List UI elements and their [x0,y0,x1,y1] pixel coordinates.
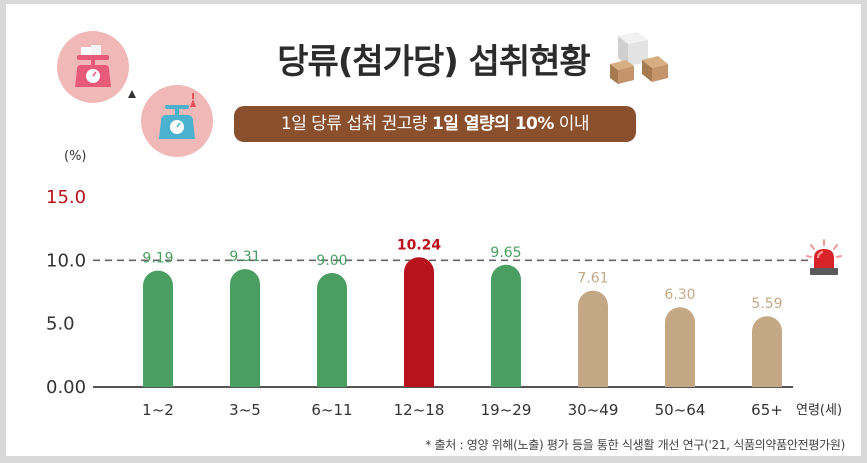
y-tick-label: 5.0 [46,314,75,335]
x-tick-label: 50~64 [655,401,706,419]
value-label: 5.59 [751,296,782,312]
value-label: 7.61 [577,271,608,287]
bar-19~29 [491,264,521,387]
y-axis-label: (%) [64,149,87,164]
x-tick-label: 65+ [751,401,783,419]
bar-65+ [752,316,782,387]
banner-text-2: 이내 [553,114,590,134]
page-title: 당류(첨가당) 섭취현황 [277,42,590,82]
value-label: 9.65 [490,245,521,261]
bar-30~49 [578,290,608,387]
scale-pink-icon [57,31,129,103]
y-tick-label: 0.00 [46,377,86,398]
y-tick-label: 15.0 [46,187,86,208]
x-tick-label: 1~2 [142,401,174,419]
value-label: 9.19 [142,251,173,267]
value-label: 9.31 [229,249,260,265]
banner-text-1: 1일 당류 섭취 권고량 [280,114,432,134]
y-tick-label: 10.0 [46,250,86,271]
arrow-icon [128,90,136,98]
x-tick-label: 12~18 [394,401,445,419]
x-tick-label: 30~49 [568,401,619,419]
value-label: 6.30 [664,287,695,303]
bar-12~18 [404,257,434,387]
value-label: 10.24 [397,237,442,253]
bar-50~64 [665,307,695,387]
siren-icon [806,239,842,275]
x-tick-label: 19~29 [481,401,532,419]
x-tick-label: 3~5 [229,401,261,419]
value-label: 9.00 [316,253,347,269]
bar-1~2 [143,270,173,387]
bar-layer: 9.19 1~2 9.31 3~5 9.00 6~11 10.24 12~18 9.65 19~2… [142,237,783,419]
scale-blue-icon [141,85,213,157]
x-tick-label: 6~11 [311,401,352,419]
x-axis-label: 연령(세) [796,403,842,418]
sugar-cubes-icon [610,32,668,84]
banner-text-highlight: 1일 열량의 10% [431,114,554,134]
bar-3~5 [230,269,260,387]
bar-6~11 [317,273,347,387]
source-note: * 출처 : 영양 위해(노출) 평가 등을 통한 식생활 개선 연구('21,… [425,438,845,452]
recommendation-banner: 1일 당류 섭취 권고량 1일 열량의 10% 이내 [234,106,636,142]
